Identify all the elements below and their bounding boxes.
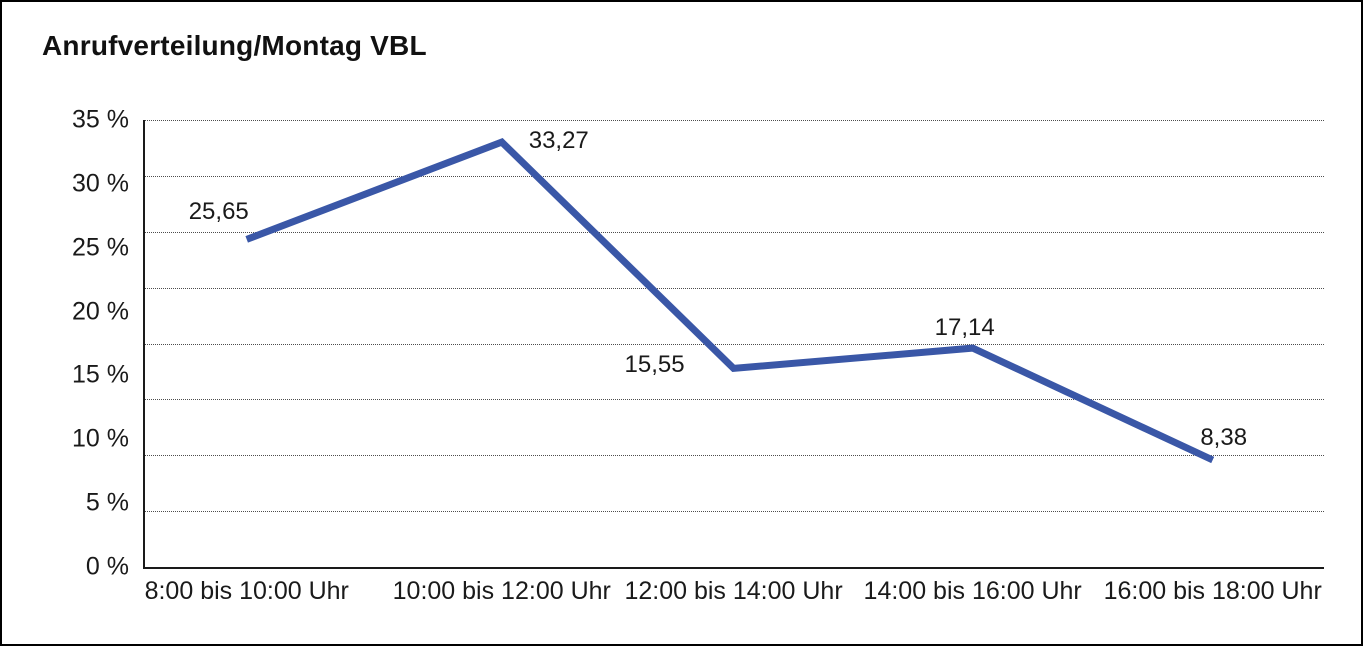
gridline: [145, 455, 1324, 457]
x-axis-tick-label: 10:00 bis 12:00 Uhr: [392, 577, 611, 605]
gridline: [145, 511, 1324, 513]
gridline: [145, 287, 1324, 289]
data-point-label: 8,38: [1200, 423, 1248, 451]
data-point-label: 15,55: [624, 351, 685, 379]
x-axis-tick-label: 14:00 bis 16:00 Uhr: [863, 577, 1082, 605]
gridline: [145, 231, 1324, 233]
y-axis-tick-label: 10 %: [72, 424, 129, 453]
gridline: [145, 175, 1324, 177]
x-axis-tick-label: 16:00 bis 18:00 Uhr: [1103, 577, 1322, 605]
gridline: [145, 343, 1324, 345]
data-point-label: 25,65: [188, 198, 249, 226]
y-axis-tick-label: 5 %: [85, 488, 129, 517]
data-point-label: 33,27: [528, 127, 589, 155]
gridline: [145, 120, 1324, 121]
y-axis-tick-label: 30 %: [72, 169, 129, 198]
x-axis-labels: 8:00 bis 10:00 Uhr 10:00 bis 12:00 Uhr 12:…: [145, 577, 1324, 609]
y-axis-tick-label: 0 %: [85, 552, 129, 581]
gridline: [145, 399, 1324, 401]
y-axis-tick-label: 35 %: [72, 105, 129, 134]
x-axis-tick-label: 8:00 bis 10:00 Uhr: [144, 577, 349, 605]
y-axis-line: [143, 120, 145, 569]
y-axis-tick-label: 25 %: [72, 233, 129, 262]
plot-area: 25,65 33,27 15,55 17,14 8,38: [143, 120, 1324, 569]
y-axis-labels: 35 % 30 % 25 % 20 % 15 % 10 % 5 % 0 %: [2, 106, 129, 581]
data-point-label: 17,14: [934, 314, 995, 342]
chart-title: Anrufverteilung/Montag VBL: [42, 30, 427, 61]
series-line: [245, 138, 1215, 464]
x-axis-line: [145, 567, 1324, 569]
y-axis-tick-label: 20 %: [72, 297, 129, 326]
x-axis-tick-label: 12:00 bis 14:00 Uhr: [624, 577, 843, 605]
series-polyline: [245, 138, 1215, 464]
y-axis-tick-label: 15 %: [72, 360, 129, 389]
